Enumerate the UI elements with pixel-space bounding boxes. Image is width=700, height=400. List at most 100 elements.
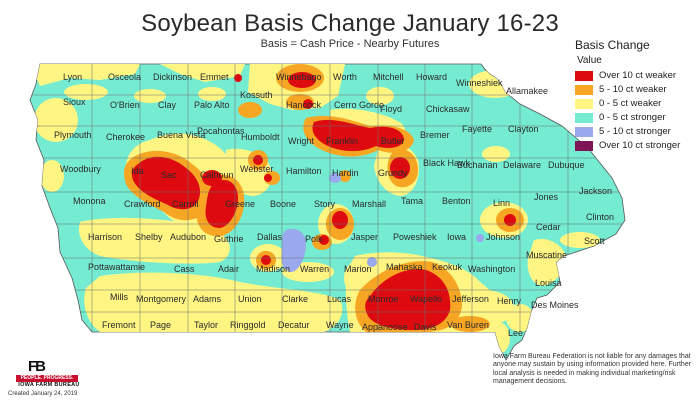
county-label: Jones [534,192,559,202]
county-label: Howard [416,72,447,82]
county-label: Crawford [124,199,161,209]
legend-label: 5 - 10 ct weaker [599,84,667,95]
legend-label: Over 10 ct stronger [599,140,681,151]
county-label: Wayne [326,320,354,330]
county-label: Cedar [536,222,561,232]
logo-tagline: PEOPLE. PROGRESS. PRIDE. [16,375,78,388]
legend-label: 0 - 5 ct stronger [599,112,666,123]
county-label: Dallas [257,232,283,242]
county-label: Greene [225,199,255,209]
county-label: Clinton [586,212,614,222]
county-label: Buchanan [457,160,498,170]
county-label: Jasper [351,232,378,242]
county-label: Van Buren [447,320,489,330]
county-label: Taylor [194,320,218,330]
county-label: Adams [193,294,222,304]
legend-swatch [575,98,593,109]
logo-name: IOWA FARM BUREAU [18,382,80,388]
legend-label: 5 - 10 ct stronger [599,126,671,137]
county-label: Benton [442,196,471,206]
county-label: Guthrie [214,234,244,244]
county-label: Lyon [63,72,82,82]
legend-subtitle: Value [577,55,602,66]
county-label: Muscatine [526,250,567,260]
county-label: Henry [497,296,522,306]
county-label: Union [238,294,262,304]
county-label: Decatur [278,320,310,330]
map-subtitle: Basis = Cash Price - Nearby Futures [260,38,440,50]
county-label: Palo Alto [194,100,230,110]
county-label: Black Hawk [423,158,471,168]
county-label: Lee [508,328,523,338]
county-label: Adair [218,264,239,274]
county-label: Worth [333,72,357,82]
county-label: Johnson [486,232,520,242]
county-label: Pottawattamie [88,262,145,272]
county-label: Woodbury [60,164,101,174]
county-label: Clay [158,100,177,110]
legend-item: Over 10 ct stronger [575,139,700,152]
county-label: Marshall [352,199,386,209]
county-labels: Lyon Osceola Dickinson Emmet Winnebago W… [54,72,614,338]
county-label: Mills [110,292,128,302]
county-label: Jefferson [452,294,489,304]
county-label: Buena Vista [157,130,205,140]
legend-swatch [575,126,593,137]
legend-item: 0 - 5 ct weaker [575,97,700,110]
county-label: Audubon [170,232,206,242]
fb-logo-icon: FB [28,358,46,375]
county-label: Polk [305,234,323,244]
county-label: Hancock [286,100,322,110]
county-label: Madison [256,264,290,274]
county-label: Harrison [88,232,122,242]
county-label: Sac [161,170,177,180]
county-label: Clayton [508,124,539,134]
county-label: Bremer [420,130,450,140]
county-label: Carroll [172,199,199,209]
legend-swatch [575,70,593,81]
county-label: Pocahontas [197,126,245,136]
county-label: Cherokee [106,132,145,142]
county-label: Humboldt [241,132,280,142]
county-label: Mitchell [373,72,404,82]
stronger-5-10-zones [281,173,484,272]
county-label: Plymouth [54,130,92,140]
county-label: Page [150,320,171,330]
county-label: Mahaska [386,262,423,272]
county-label: Jackson [579,186,612,196]
legend-swatch [575,112,593,123]
legend-swatch [575,84,593,95]
legend-title: Basis Change [575,38,650,52]
county-label: Butler [381,136,405,146]
county-label: Poweshiek [393,232,437,242]
county-boundaries [30,64,625,332]
county-label: Hamilton [286,166,322,176]
county-label: Montgomery [136,294,187,304]
legend-item: 5 - 10 ct weaker [575,83,700,96]
county-label: Washington [468,264,515,274]
disclaimer-text: Iowa Farm Bureau Federation is not liabl… [493,353,692,386]
legend: Basis Change Value Over 10 ct weaker 5 -… [575,38,700,153]
county-label: Scott [584,236,605,246]
county-label: Sioux [63,97,86,107]
county-label: Clarke [282,294,308,304]
legend-item: 5 - 10 ct stronger [575,125,700,138]
county-label: Wapello [410,294,442,304]
county-label: Shelby [135,232,163,242]
county-label: Tama [401,196,423,206]
county-label: Boone [270,199,296,209]
county-label: Floyd [380,104,402,114]
legend-item: Over 10 ct weaker [575,69,700,82]
county-label: Chickasaw [426,104,470,114]
county-label: Monona [73,196,106,206]
county-label: Warren [300,264,329,274]
county-label: Calhoun [200,170,234,180]
county-label: Lucas [327,294,352,304]
county-label: Ringgold [230,320,266,330]
county-label: Fremont [102,320,136,330]
county-label: Story [314,199,336,209]
county-label: Kossuth [240,90,273,100]
county-label: Monroe [368,294,399,304]
county-label: Dubuque [548,160,585,170]
